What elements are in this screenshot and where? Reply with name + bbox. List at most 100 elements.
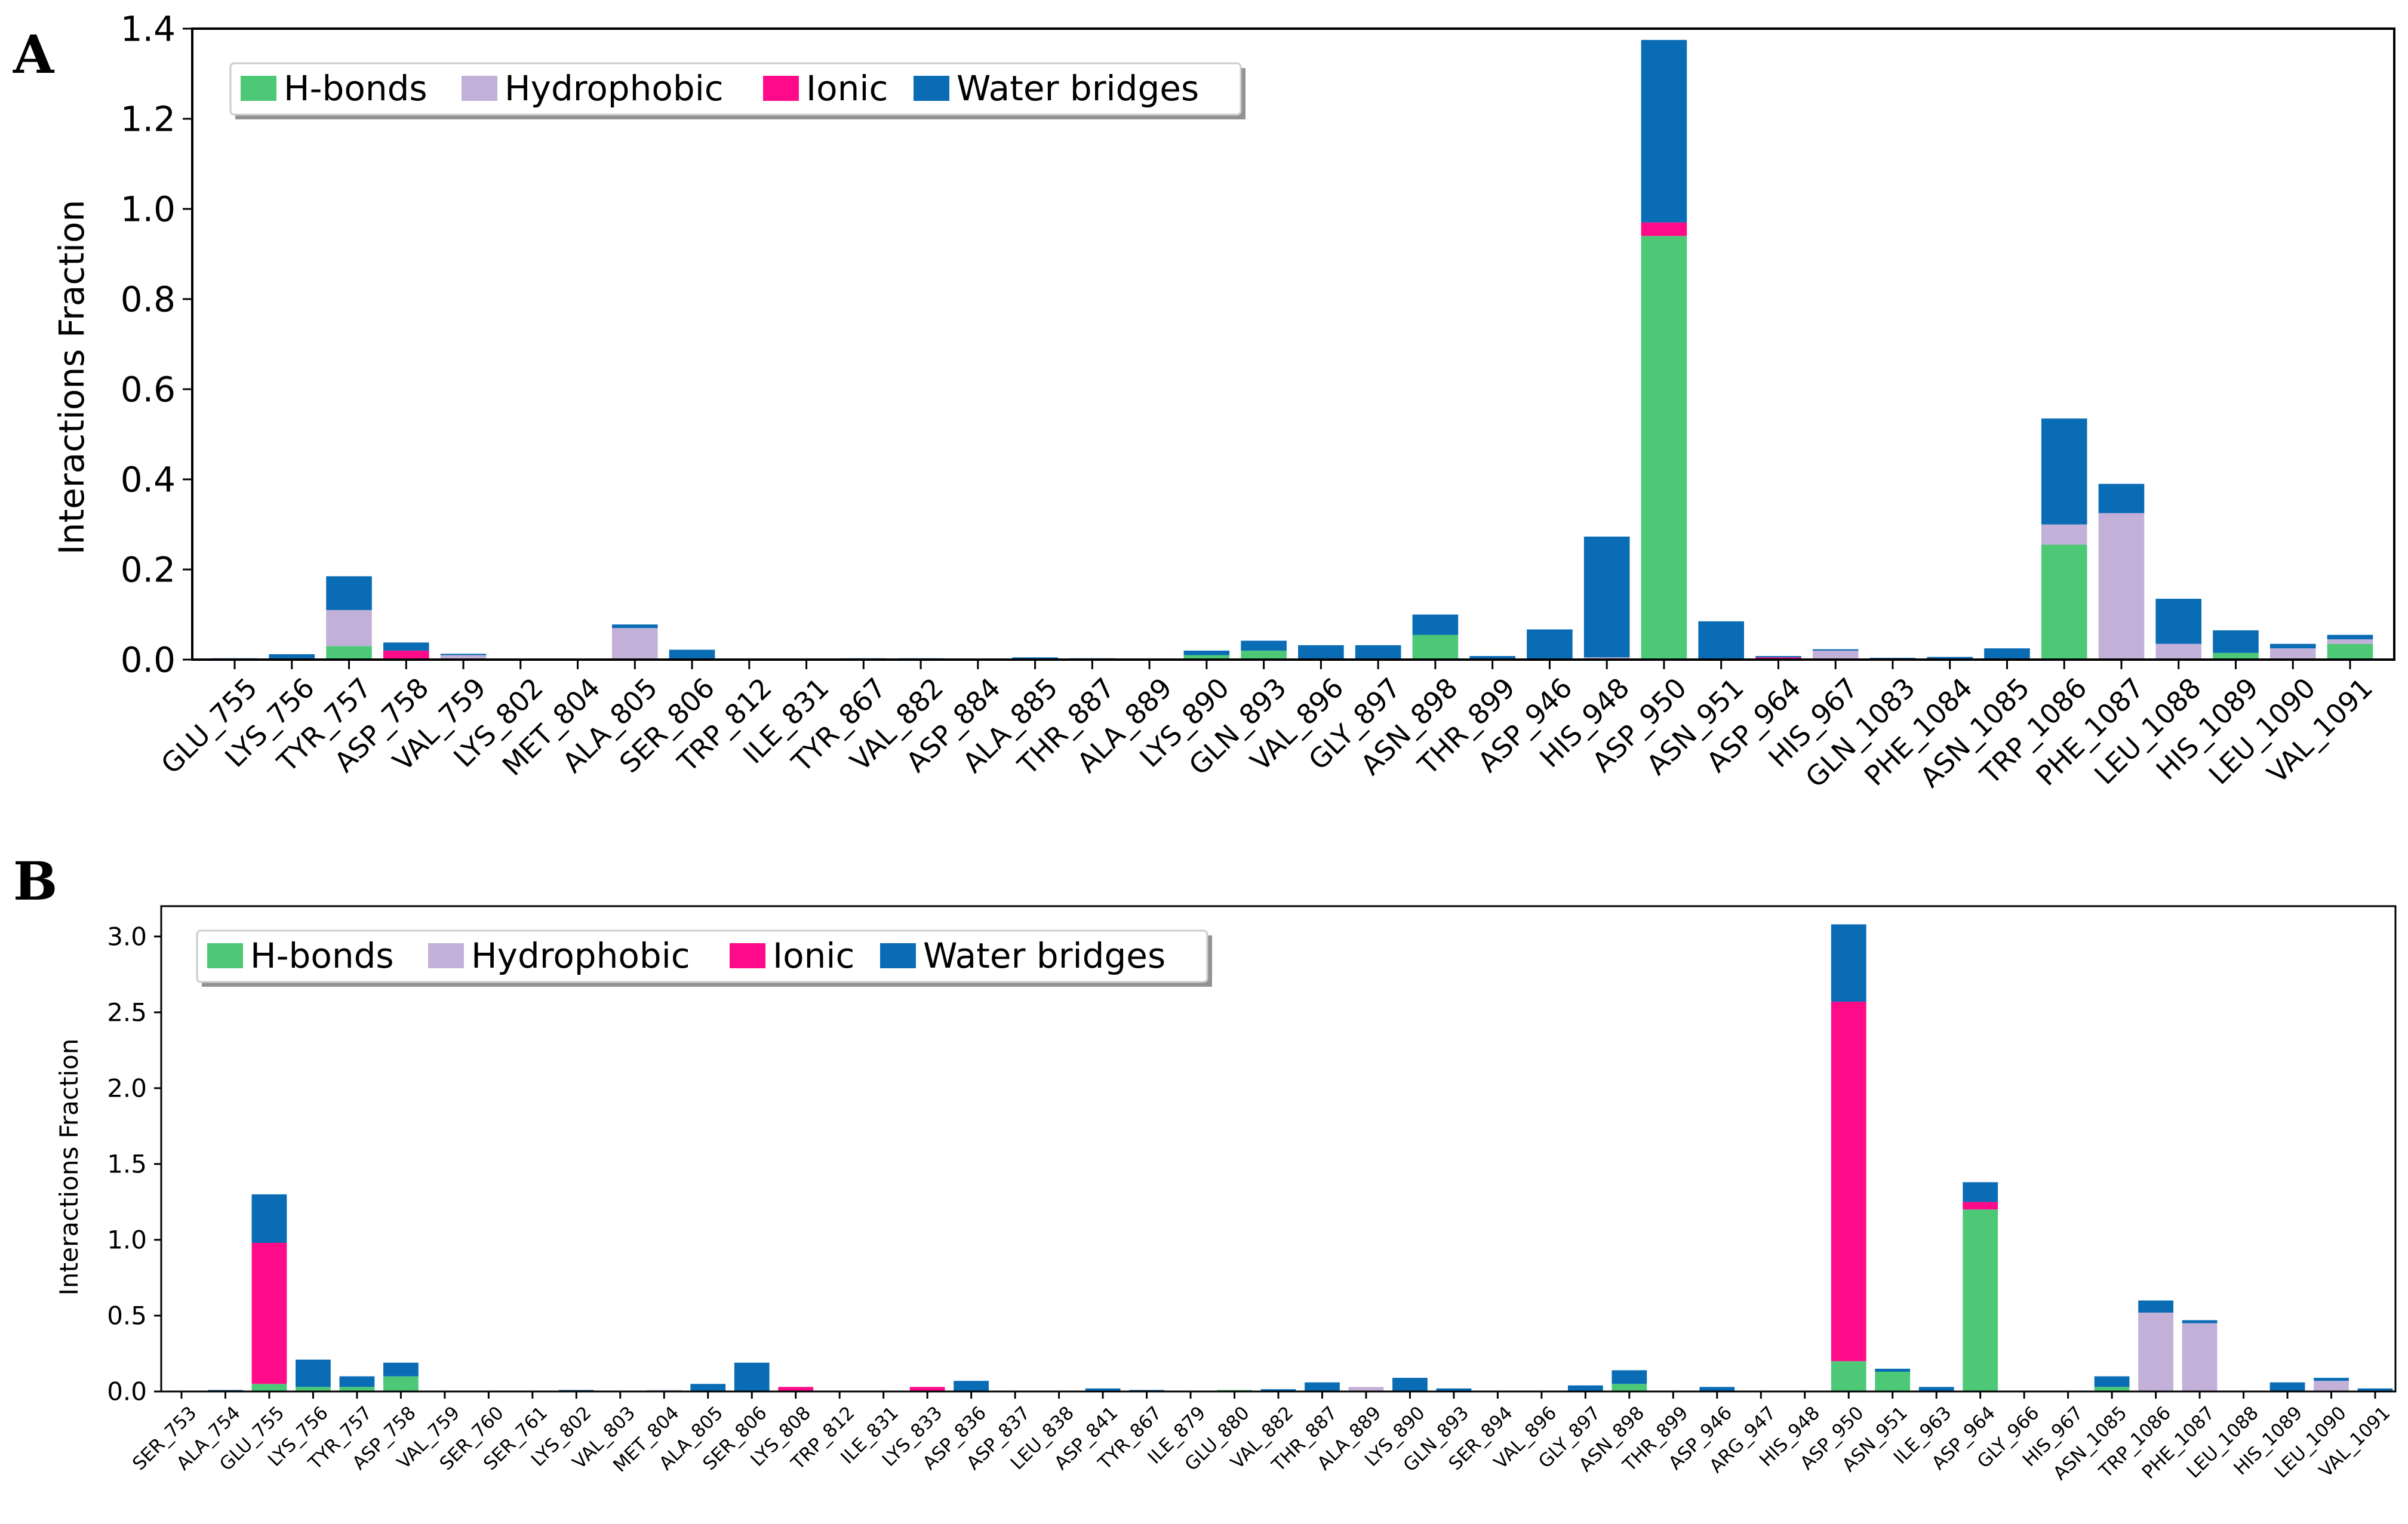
chart-b-x-tick-labels: SER_753ALA_754GLU_755LYS_756TYR_757ASP_7… bbox=[128, 1402, 2394, 1485]
bar-hydrophobic-tyr-757 bbox=[326, 609, 372, 646]
bar-water-lys-890 bbox=[1392, 1378, 1428, 1391]
bar-water-trp-1086 bbox=[2138, 1300, 2173, 1313]
chart-a-frame bbox=[191, 27, 2395, 661]
bar-hbonds-lys-756 bbox=[296, 1387, 331, 1391]
bar-ionic-asp-950 bbox=[1831, 1002, 1866, 1362]
bar-water-asn-951 bbox=[1698, 621, 1744, 660]
bar-hydrophobic-phe-1087 bbox=[2098, 513, 2145, 660]
bar-water-asn-898 bbox=[1412, 614, 1459, 635]
chart-a-bars bbox=[211, 39, 2373, 660]
bar-water-asp-758 bbox=[383, 642, 429, 651]
bar-hydrophobic-ala-805 bbox=[611, 628, 658, 660]
bar-water-asp-950 bbox=[1831, 924, 1866, 1002]
legend-swatch-ionic bbox=[763, 76, 799, 101]
legend-swatch-hbonds bbox=[241, 76, 276, 101]
bar-water-phe-1087 bbox=[2098, 484, 2145, 513]
bar-hbonds-tyr-757 bbox=[326, 646, 372, 660]
bar-water-tyr-757 bbox=[326, 576, 372, 610]
bar-water-ile-963 bbox=[1918, 1387, 1954, 1391]
y-tick-label: 2.5 bbox=[107, 998, 147, 1027]
bar-water-asp-946 bbox=[1527, 629, 1573, 660]
legend-swatch-hydrophobic bbox=[462, 76, 497, 101]
legend-label-hbonds: H-bonds bbox=[284, 68, 428, 109]
bar-water-ser-806 bbox=[669, 649, 715, 660]
bar-hydrophobic-leu-1090 bbox=[2314, 1381, 2349, 1391]
bar-ionic-lys-833 bbox=[909, 1387, 945, 1391]
bar-hbonds-asn-898 bbox=[1612, 1384, 1647, 1391]
bar-hydrophobic-leu-1090 bbox=[2269, 648, 2316, 660]
legend-label-water: Water bridges bbox=[957, 68, 1199, 109]
bar-water-val-896 bbox=[1298, 645, 1344, 660]
bar-water-gln-893 bbox=[1436, 1388, 1472, 1391]
bar-hbonds-trp-1086 bbox=[2041, 544, 2087, 660]
bar-hbonds-tyr-757 bbox=[339, 1387, 375, 1391]
bar-hbonds-asp-964 bbox=[1963, 1209, 1998, 1391]
y-tick-label: 0.0 bbox=[107, 1377, 147, 1406]
y-tick-label: 0.8 bbox=[121, 279, 176, 319]
bar-water-ala-805 bbox=[611, 624, 658, 629]
bar-water-leu-1090 bbox=[2314, 1378, 2349, 1381]
bar-water-ala-805 bbox=[690, 1384, 726, 1391]
panel-b: B Interactions Fraction SER_753ALA_754GL… bbox=[13, 850, 2397, 1485]
panel-letter-b: B bbox=[13, 850, 57, 912]
legend-b-swatch-ionic bbox=[730, 943, 765, 968]
bar-water-asp-964 bbox=[1755, 655, 1801, 658]
bar-hydrophobic-ala-889 bbox=[1348, 1387, 1384, 1391]
bar-water-tyr-757 bbox=[339, 1376, 375, 1387]
legend-b: H-bonds Hydrophobic Ionic Water bridges bbox=[196, 929, 1212, 987]
bar-ionic-glu-755 bbox=[251, 1243, 287, 1384]
bar-hydrophobic-trp-1086 bbox=[2138, 1312, 2173, 1391]
bar-water-lys-890 bbox=[1183, 650, 1230, 655]
chart-b-frame bbox=[160, 905, 2397, 1393]
bar-water-his-948 bbox=[1583, 536, 1630, 658]
legend-b-label-hydrophobic: Hydrophobic bbox=[471, 935, 690, 976]
y-tick-label: 1.0 bbox=[121, 189, 176, 229]
bar-water-asn-1085 bbox=[1984, 648, 2030, 660]
y-tick-label: 0.2 bbox=[121, 549, 176, 590]
bar-water-asp-964 bbox=[1963, 1182, 1998, 1202]
chart-a-ticks bbox=[183, 27, 2351, 669]
bar-ionic-asp-758 bbox=[383, 650, 429, 660]
legend-label-ionic: Ionic bbox=[806, 68, 888, 109]
bar-water-thr-887 bbox=[1305, 1382, 1340, 1391]
y-tick-label: 0.0 bbox=[121, 639, 176, 680]
bar-water-lys-756 bbox=[296, 1359, 331, 1387]
bar-water-glu-755 bbox=[251, 1194, 287, 1243]
bar-hbonds-asn-951 bbox=[1875, 1371, 1911, 1391]
legend-b-swatch-water bbox=[880, 943, 916, 968]
bar-water-asp-841 bbox=[1085, 1388, 1121, 1391]
y-tick-label: 0.6 bbox=[121, 369, 176, 410]
bar-hbonds-asp-758 bbox=[383, 1376, 419, 1391]
y-tick-label: 2.0 bbox=[107, 1074, 147, 1103]
bar-water-gly-897 bbox=[1355, 645, 1401, 660]
bar-hbonds-asn-898 bbox=[1412, 635, 1459, 660]
bar-hbonds-glu-755 bbox=[251, 1384, 287, 1391]
bar-water-lys-756 bbox=[269, 654, 315, 660]
bar-water-val-759 bbox=[440, 654, 487, 655]
y-axis-label-b: Interactions Fraction bbox=[54, 1039, 84, 1296]
bar-hbonds-lys-890 bbox=[1183, 655, 1230, 660]
bar-water-leu-1090 bbox=[2269, 644, 2316, 649]
bar-hbonds-asp-950 bbox=[1641, 236, 1687, 660]
bar-water-phe-1087 bbox=[2182, 1320, 2218, 1323]
bar-water-gln-893 bbox=[1241, 641, 1287, 651]
bar-hbonds-val-1091 bbox=[2327, 644, 2373, 660]
bar-hbonds-gln-893 bbox=[1241, 650, 1287, 660]
bar-water-his-1089 bbox=[2213, 630, 2259, 653]
bar-water-trp-1086 bbox=[2041, 418, 2087, 525]
bar-water-thr-899 bbox=[1469, 655, 1515, 660]
bar-hbonds-asn-1085 bbox=[2094, 1387, 2130, 1391]
bar-hydrophobic-leu-1088 bbox=[2155, 644, 2202, 660]
bar-water-asp-946 bbox=[1699, 1387, 1735, 1391]
bar-water-asn-898 bbox=[1612, 1370, 1647, 1384]
bar-water-val-1091 bbox=[2327, 635, 2373, 640]
bar-water-his-967 bbox=[1812, 649, 1859, 651]
legend-b-label-hbonds: H-bonds bbox=[250, 935, 394, 976]
panel-letter-a: A bbox=[13, 23, 55, 85]
bar-hydrophobic-val-1091 bbox=[2327, 639, 2373, 644]
chart-a-y-tick-labels: 0.0 0.2 0.4 0.6 0.8 1.0 1.2 1.4 bbox=[121, 8, 176, 680]
legend-swatch-water bbox=[914, 76, 949, 101]
bar-water-his-1089 bbox=[2269, 1382, 2305, 1391]
bar-water-asp-950 bbox=[1641, 39, 1687, 223]
